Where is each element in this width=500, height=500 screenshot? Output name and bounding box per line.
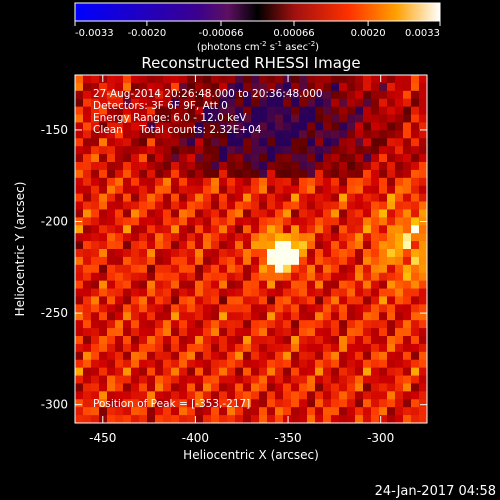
y-axis-ticks: -150 -200 -250 -300 [41,123,427,412]
colorbar-tick-label: -0.0033 [75,28,114,39]
x-tick-label: -350 [274,431,301,445]
colorbar-unit-label: (photons cm-2 s-1 asec-2) [197,40,319,53]
footer-timestamp: 24-Jan-2017 04:58 [375,484,496,499]
chart-title: Reconstructed RHESSI Image [141,54,360,72]
x-tick-label: -450 [89,431,116,445]
info-line-time: 27-Aug-2014 20:26:48.000 to 20:36:48.000 [93,88,323,100]
x-axis-label: Heliocentric X (arcsec) [183,448,319,462]
colorbar [74,2,441,22]
y-axis-label: Heliocentric Y (arcsec) [13,182,27,317]
colorbar-ticks: -0.0033 -0.0020 -0.00066 0.00066 0.0020 0.003… [74,21,441,39]
y-tick-label: -250 [41,306,68,320]
colorbar-tick-label: -0.00066 [199,28,244,39]
plot-frame [74,74,428,424]
colorbar-tick-label: 0.0033 [405,28,440,39]
x-axis-ticks: -450 -400 -350 -300 [89,75,394,445]
heatmap-image [75,75,427,423]
peak-position-label: Position of Peak = [-353,-217] [93,398,250,410]
y-tick-label: -300 [41,398,68,412]
info-line-detectors: Detectors: 3F 6F 9F, Att 0 [93,100,228,112]
colorbar-tick-label: -0.0020 [128,28,167,39]
x-tick-label: -300 [367,431,394,445]
info-line-counts: Clean Total counts: 2.32E+04 [93,124,262,136]
y-tick-label: -200 [41,215,68,229]
y-tick-label: -150 [41,123,68,137]
info-line-energy: Energy Range: 6.0 - 12.0 keV [93,112,247,124]
colorbar-tick-label: 0.0020 [351,28,386,39]
colorbar-tick-label: 0.00066 [273,28,314,39]
x-tick-label: -400 [182,431,209,445]
